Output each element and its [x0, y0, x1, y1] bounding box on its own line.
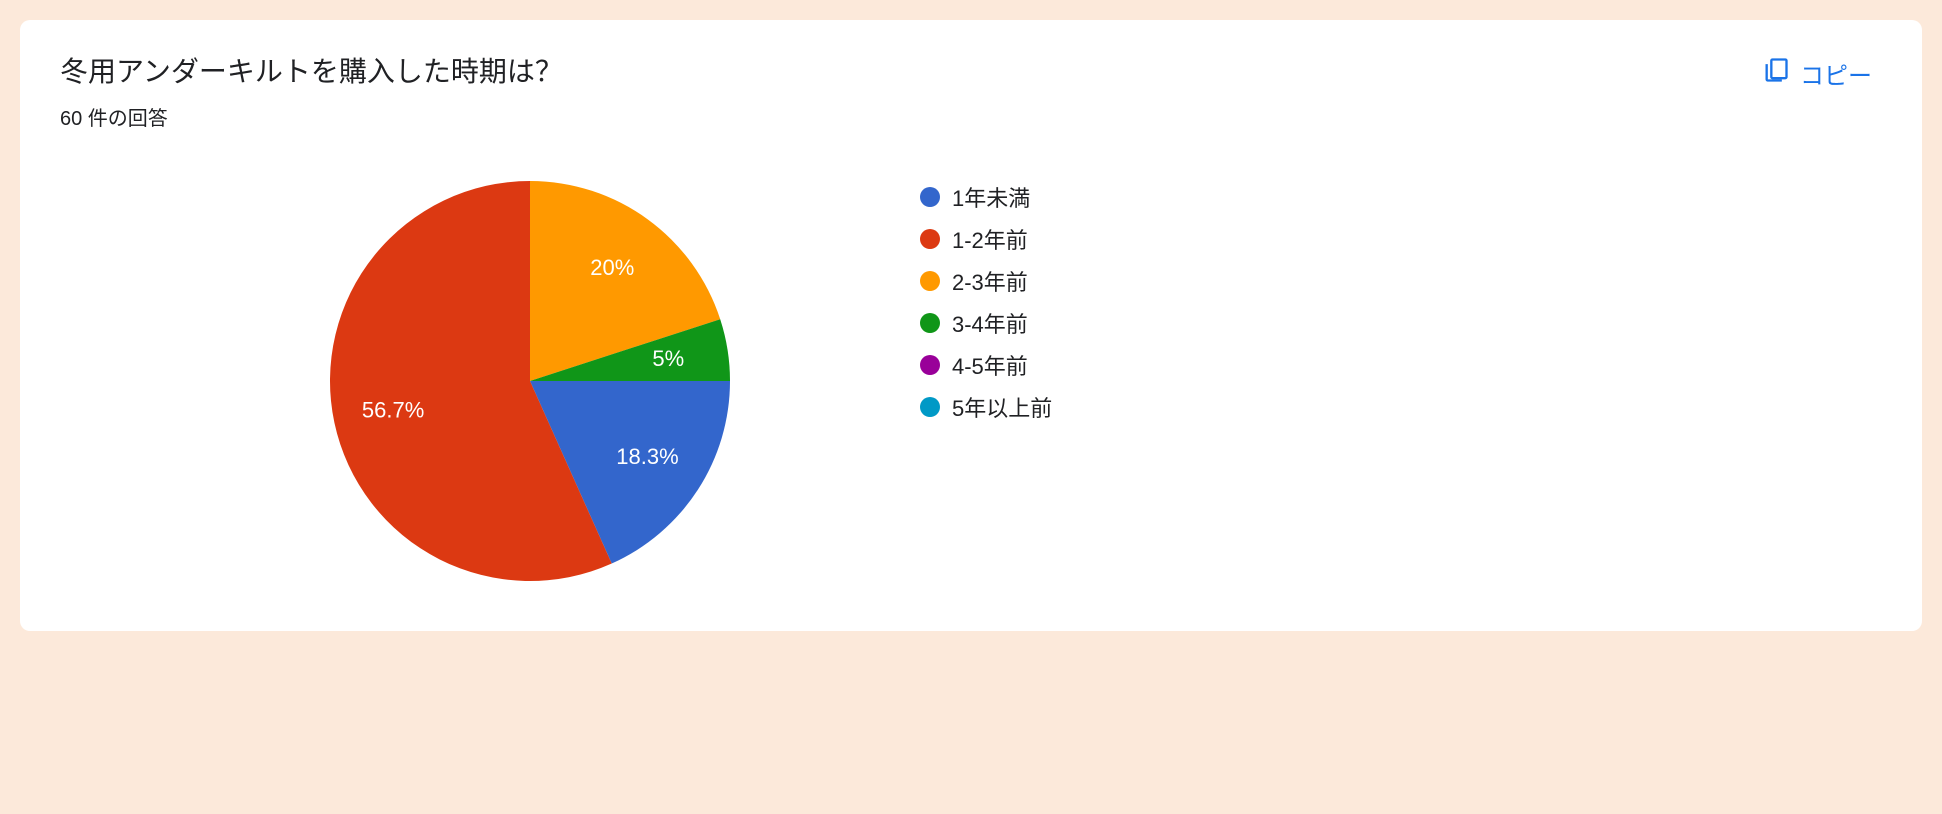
response-card: 冬用アンダーキルトを購入した時期は？ 60 件の回答 コピー 20% 5% 18.3…: [20, 20, 1922, 631]
legend-item[interactable]: 1年未満: [920, 181, 1052, 213]
slice-label: 20%: [590, 255, 634, 280]
pie-chart: 20% 5% 18.3% 56.7%: [320, 171, 740, 591]
legend-item[interactable]: 1-2年前: [920, 223, 1052, 255]
legend-dot: [920, 397, 940, 417]
legend-item[interactable]: 2-3年前: [920, 265, 1052, 297]
legend-label: 1-2年前: [952, 223, 1028, 255]
copy-label: コピー: [1800, 56, 1872, 91]
legend-item[interactable]: 5年以上前: [920, 391, 1052, 423]
legend-dot: [920, 271, 940, 291]
legend-dot: [920, 187, 940, 207]
legend-item[interactable]: 3-4年前: [920, 307, 1052, 339]
copy-button[interactable]: コピー: [1752, 50, 1882, 97]
slice-label: 56.7%: [362, 397, 424, 422]
legend-label: 4-5年前: [952, 349, 1028, 381]
legend-dot: [920, 229, 940, 249]
copy-icon: [1762, 56, 1790, 91]
legend-label: 1年未満: [952, 181, 1030, 213]
slice-label: 5%: [652, 346, 684, 371]
header-text: 冬用アンダーキルトを購入した時期は？ 60 件の回答: [60, 50, 563, 131]
legend-dot: [920, 355, 940, 375]
chart-area: 20% 5% 18.3% 56.7% 1年未満 1-2年前 2-3年前 3-4年前 4-5年前…: [60, 171, 1882, 591]
header-row: 冬用アンダーキルトを購入した時期は？ 60 件の回答 コピー: [60, 50, 1882, 131]
legend-dot: [920, 313, 940, 333]
legend-item[interactable]: 4-5年前: [920, 349, 1052, 381]
response-count: 60 件の回答: [60, 102, 563, 131]
slice-label: 18.3%: [616, 444, 678, 469]
legend-label: 5年以上前: [952, 391, 1052, 423]
legend: 1年未満 1-2年前 2-3年前 3-4年前 4-5年前 5年以上前: [920, 171, 1052, 433]
legend-label: 2-3年前: [952, 265, 1028, 297]
question-title: 冬用アンダーキルトを購入した時期は？: [60, 50, 563, 90]
legend-label: 3-4年前: [952, 307, 1028, 339]
